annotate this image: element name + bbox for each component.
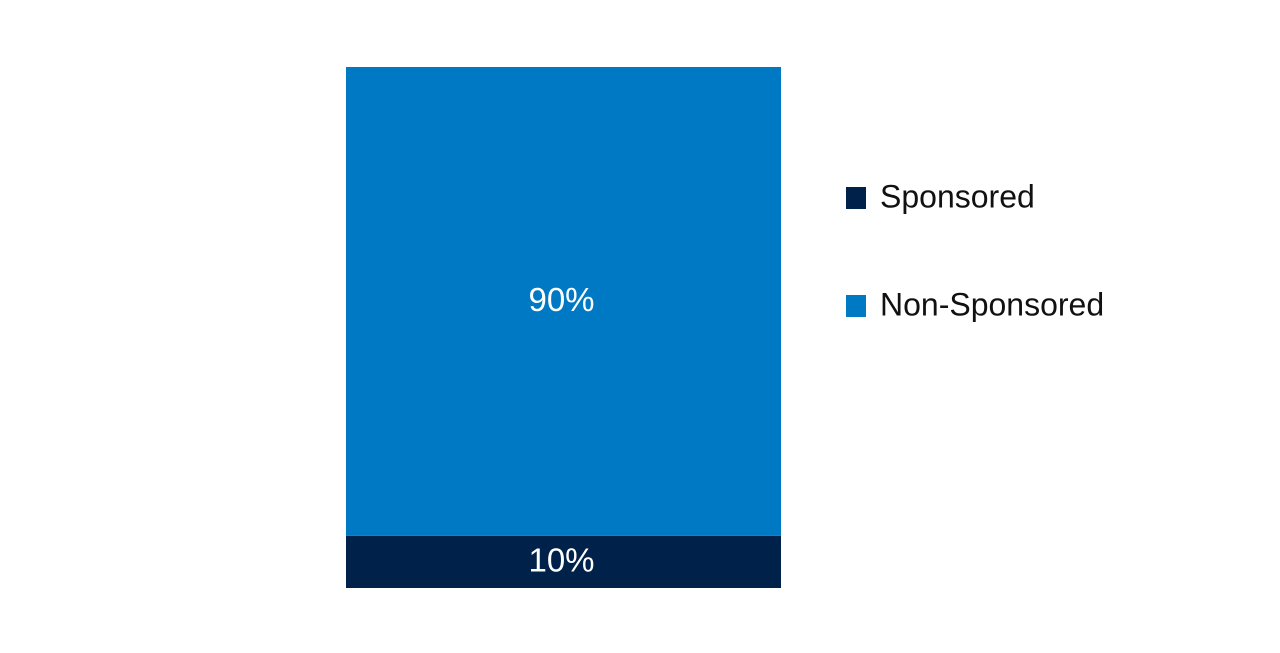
- legend-label: Sponsored: [880, 178, 1035, 214]
- legend-swatch: [846, 187, 866, 209]
- legend-swatch: [846, 295, 866, 317]
- bar-segment: [346, 535, 781, 588]
- bar-segment: [346, 67, 781, 536]
- value-label: 10%: [528, 542, 594, 579]
- legend-label: Non-Sponsored: [880, 286, 1104, 322]
- value-label: 90%: [528, 281, 594, 318]
